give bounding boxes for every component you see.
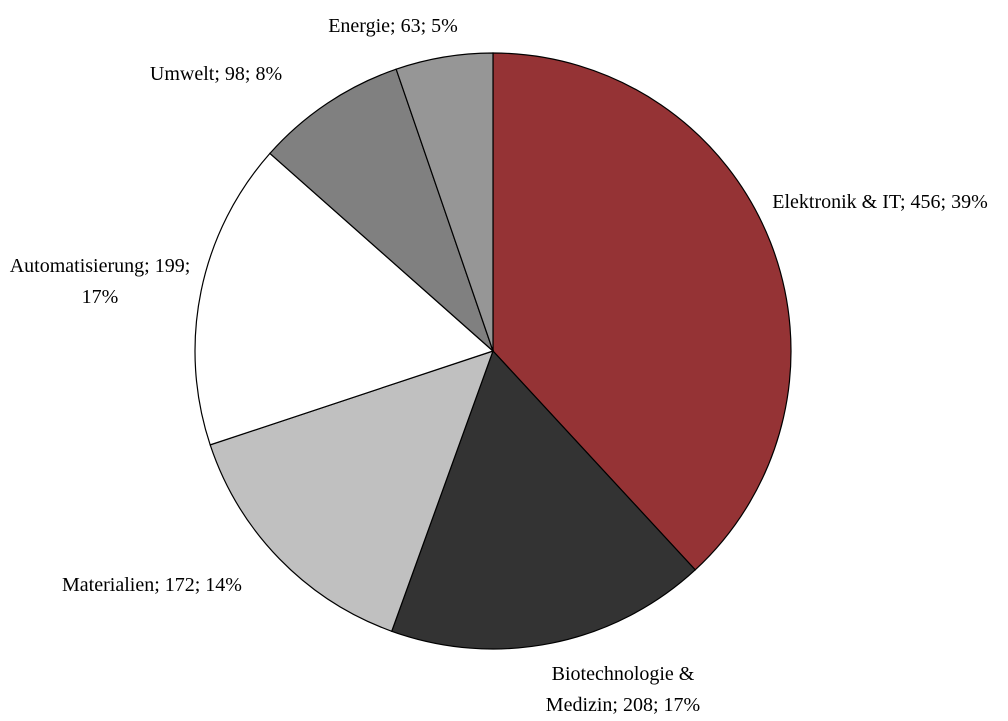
pie-slice	[390, 349, 697, 650]
pie-slice	[194, 152, 495, 446]
data-label: Automatisierung; 199; 17%	[9, 255, 191, 308]
pie-slice	[492, 52, 792, 571]
data-label: Energie; 63; 5%	[328, 15, 458, 37]
pie-slice	[209, 350, 494, 633]
data-label: Umwelt; 98; 8%	[149, 63, 283, 85]
data-label: Elektronik & IT; 456; 39%	[772, 191, 988, 213]
pie-slice	[395, 52, 494, 352]
pie-slice	[269, 68, 495, 353]
data-label: Materialien; 172; 14%	[62, 574, 242, 596]
data-label: Biotechnologie & Medizin; 208; 17%	[545, 663, 701, 716]
